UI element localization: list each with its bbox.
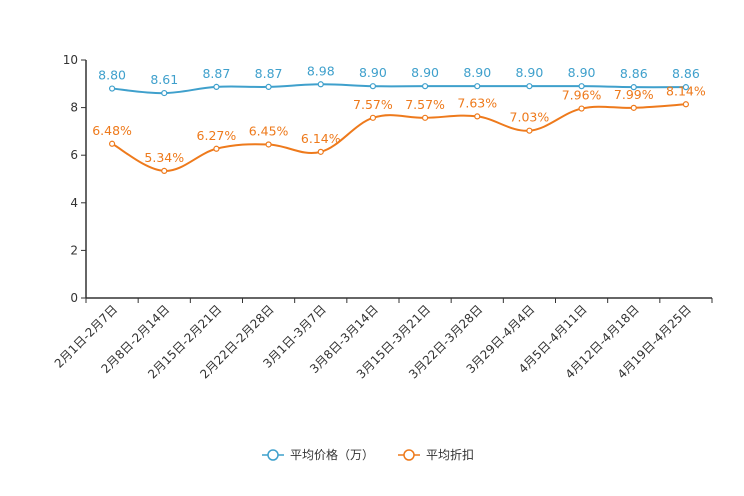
y-tick-label: 8 (70, 101, 78, 115)
y-axis: 0 2 4 6 8 10 (63, 53, 87, 305)
legend-item-avg-price[interactable]: 平均价格（万） (262, 447, 374, 462)
data-label: 8.86 (672, 66, 700, 81)
data-point[interactable] (630, 104, 637, 111)
data-point[interactable] (213, 145, 220, 152)
data-point[interactable] (630, 84, 637, 91)
data-label: 7.57% (405, 97, 445, 112)
legend-marker-icon (267, 449, 279, 461)
data-point[interactable] (265, 83, 272, 90)
data-point[interactable] (108, 85, 116, 92)
y-tick-label: 4 (70, 196, 78, 210)
data-point[interactable] (369, 83, 377, 90)
data-label: 7.96% (562, 88, 602, 103)
legend-label: 平均价格（万） (290, 447, 374, 462)
data-label: 8.86 (620, 66, 648, 81)
data-point[interactable] (317, 148, 324, 155)
series-layer: 8.80 8.61 8.87 8.87 8.98 8.90 8.90 8.90 8.90 8.90… (92, 63, 706, 175)
data-label: 8.87 (255, 66, 283, 81)
y-tick-label: 10 (63, 53, 78, 67)
data-label: 6.45% (249, 123, 289, 138)
data-point[interactable] (682, 84, 690, 91)
data-point[interactable] (421, 114, 429, 121)
data-label: 8.90 (411, 65, 439, 80)
data-point[interactable] (421, 83, 429, 90)
data-point[interactable] (682, 101, 690, 108)
data-point[interactable] (474, 83, 481, 90)
data-point[interactable] (161, 89, 168, 97)
data-label: 7.99% (614, 87, 654, 102)
data-point[interactable] (526, 83, 533, 90)
data-label: 6.48% (92, 123, 132, 138)
data-label: 8.90 (359, 65, 387, 80)
data-label: 8.90 (463, 65, 491, 80)
data-label: 8.14% (666, 83, 706, 98)
series-line (111, 103, 686, 172)
legend-item-avg-discount[interactable]: 平均折扣 (398, 447, 474, 462)
data-point[interactable] (265, 141, 272, 148)
y-tick-label: 0 (70, 291, 78, 305)
data-label: 6.14% (301, 131, 341, 146)
series-avg-discount: 6.48% 5.34% 6.27% 6.45% 6.14% 7.57% 7.57% 7.63%… (92, 83, 706, 175)
data-label: 8.61 (150, 72, 178, 87)
data-point[interactable] (578, 105, 585, 112)
y-tick-label: 2 (70, 243, 78, 257)
data-label: 8.80 (98, 68, 126, 83)
y-tick-label: 6 (70, 148, 78, 162)
legend[interactable]: 平均价格（万） 平均折扣 (262, 447, 474, 462)
data-label: 8.90 (568, 65, 596, 80)
data-label: 8.98 (307, 63, 335, 78)
data-label: 7.03% (510, 110, 550, 125)
data-point[interactable] (161, 167, 168, 175)
series-avg-price: 8.80 8.61 8.87 8.87 8.98 8.90 8.90 8.90 8.90 8.90… (98, 63, 700, 97)
data-point[interactable] (578, 83, 585, 90)
data-point[interactable] (526, 127, 533, 134)
legend-label: 平均折扣 (426, 447, 474, 462)
data-point[interactable] (369, 114, 377, 121)
data-point[interactable] (317, 81, 324, 88)
data-point[interactable] (108, 140, 116, 147)
data-label: 8.90 (515, 65, 543, 80)
data-label: 5.34% (144, 150, 184, 165)
data-label: 7.63% (457, 95, 497, 110)
data-label: 8.87 (202, 66, 230, 81)
x-axis: 2月1日-2月7日2月8日-2月14日2月15日-2月21日2月22日-2月28… (52, 297, 713, 382)
data-point[interactable] (213, 83, 220, 90)
data-point[interactable] (474, 113, 481, 120)
data-label: 6.27% (197, 128, 237, 143)
legend-marker-icon (403, 449, 415, 461)
series-line (111, 83, 686, 95)
data-label: 7.57% (353, 97, 393, 112)
